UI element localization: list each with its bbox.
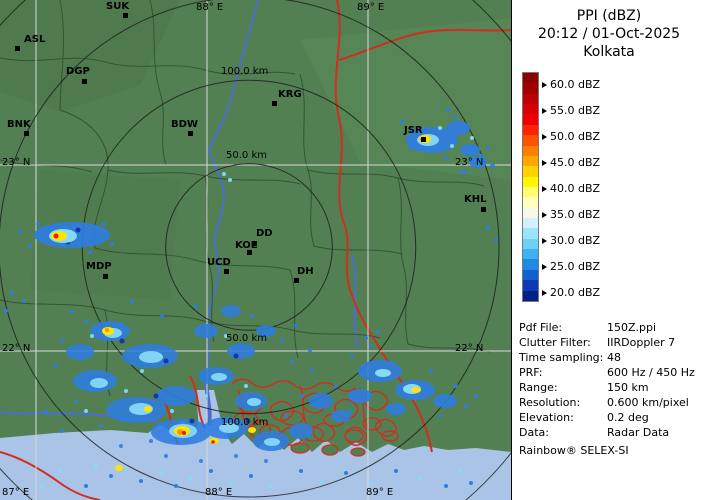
colorbar-segment (523, 269, 538, 281)
colorbar-label-text: 60.0 dBZ (550, 78, 601, 91)
colorbar-segment (523, 93, 538, 105)
tick-arrow-icon (542, 289, 547, 296)
colorbar-label: 40.0 dBZ (542, 182, 600, 195)
colorbar-segment (523, 145, 538, 156)
info-value: 600 Hz / 450 Hz (607, 366, 695, 379)
colorbar-label: 25.0 dBZ (542, 260, 600, 273)
panel-title-block: PPI (dBZ) 20:12 / 01-Oct-2025 Kolkata (512, 7, 706, 61)
colorbar-label: 45.0 dBZ (542, 156, 600, 169)
colorbar-segment (523, 197, 538, 208)
info-label: Time sampling: (519, 351, 604, 364)
radar-map: SUK ASL DGP BNK BDW KRG JSR KHL DD KOL UCD DH MDP 88°… (0, 0, 511, 500)
colorbar-segment (523, 259, 538, 270)
colorbar-segment (523, 73, 538, 84)
tick-arrow-icon (542, 81, 547, 88)
info-label: Range: (519, 381, 558, 394)
colorbar-segment (523, 124, 538, 136)
info-row: Range: 150 km (519, 380, 704, 395)
info-panel: PPI (dBZ) 20:12 / 01-Oct-2025 Kolkata 60… (511, 0, 706, 500)
colorbar-label-text: 25.0 dBZ (550, 260, 601, 273)
colorbar-segment (523, 207, 538, 219)
tick-arrow-icon (542, 237, 547, 244)
colorbar-label: 20.0 dBZ (542, 286, 600, 299)
radar-echoes (4, 108, 498, 488)
info-row: Time sampling: 48 (519, 350, 704, 365)
colorbar-segment (523, 228, 538, 239)
colorbar-segment (523, 135, 538, 146)
info-row: Data: Radar Data (519, 425, 704, 440)
colorbar-label-text: 50.0 dBZ (550, 130, 601, 143)
colorbar-label-text: 20.0 dBZ (550, 286, 601, 299)
info-value: 150 km (607, 381, 649, 394)
info-value: 0.600 km/pixel (607, 396, 689, 409)
software-brand: Rainbow® SELEX-SI (519, 444, 629, 457)
district-boundaries (0, 0, 491, 397)
info-label: Pdf File: (519, 321, 563, 334)
tick-arrow-icon (542, 159, 547, 166)
tick-arrow-icon (542, 211, 547, 218)
colorbar-segment (523, 104, 538, 115)
colorbar-label: 55.0 dBZ (542, 104, 600, 117)
info-row: Elevation: 0.2 deg (519, 410, 704, 425)
info-row: PRF: 600 Hz / 450 Hz (519, 365, 704, 380)
colorbar-segment (523, 155, 538, 167)
tick-arrow-icon (542, 263, 547, 270)
info-label: Clutter Filter: (519, 336, 591, 349)
colorbar-label-text: 30.0 dBZ (550, 234, 601, 247)
radar-site-name: Kolkata (583, 44, 635, 60)
info-value: 0.2 deg (607, 411, 649, 424)
colorbar-labels: 60.0 dBZ 55.0 dBZ 50.0 dBZ 45.0 dBZ 40.0 dBZ… (512, 0, 706, 320)
info-value: Radar Data (607, 426, 670, 439)
info-label: Resolution: (519, 396, 581, 409)
info-label: Data: (519, 426, 549, 439)
colorbar-label: 35.0 dBZ (542, 208, 600, 221)
product-title: PPI (dBZ) (576, 8, 642, 24)
info-label: PRF: (519, 366, 543, 379)
colorbar-label-text: 45.0 dBZ (550, 156, 601, 169)
info-value: 48 (607, 351, 621, 364)
info-row: Clutter Filter: IIRDoppler 7 (519, 335, 704, 350)
info-value: IIRDoppler 7 (607, 336, 676, 349)
radar-map-canvas (0, 0, 511, 500)
colorbar-label: 50.0 dBZ (542, 130, 600, 143)
info-row: Pdf File: 150Z.ppi (519, 320, 704, 335)
colorbar-segment (523, 218, 538, 229)
info-label: Elevation: (519, 411, 574, 424)
colorbar-segment (523, 176, 538, 187)
colorbar-segment (523, 114, 538, 125)
info-value: 150Z.ppi (607, 321, 657, 334)
info-row: Resolution: 0.600 km/pixel (519, 395, 704, 410)
tick-arrow-icon (542, 133, 547, 140)
colorbar-segment (523, 290, 538, 301)
product-datetime: 20:12 / 01-Oct-2025 (537, 26, 681, 42)
info-rows: Pdf File: 150Z.ppi Clutter Filter: IIRDoppl… (519, 320, 704, 440)
colorbar-label: 30.0 dBZ (542, 234, 600, 247)
colorbar-segment (523, 83, 538, 94)
colorbar-label: 60.0 dBZ (542, 78, 600, 91)
colorbar-segment (523, 280, 538, 291)
colorbar-segment (523, 166, 538, 177)
colorbar-segment (523, 249, 538, 260)
colorbar-segment (523, 186, 538, 198)
colorbar-segment (523, 238, 538, 250)
colorbar-label-text: 55.0 dBZ (550, 104, 601, 117)
colorbar (522, 72, 539, 302)
tick-arrow-icon (542, 185, 547, 192)
tick-arrow-icon (542, 107, 547, 114)
colorbar-label-text: 35.0 dBZ (550, 208, 601, 221)
colorbar-label-text: 40.0 dBZ (550, 182, 601, 195)
